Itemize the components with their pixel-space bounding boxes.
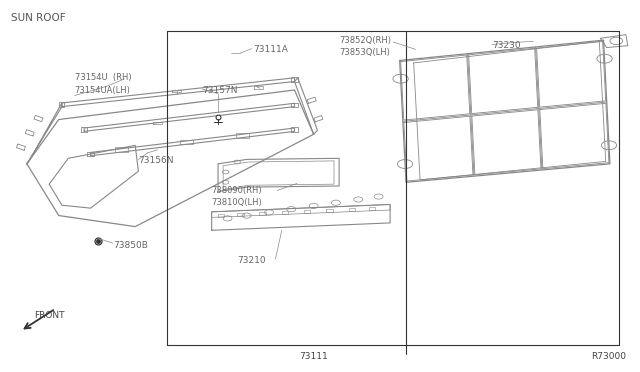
- Text: 73157N: 73157N: [202, 86, 237, 94]
- Text: R73000: R73000: [591, 352, 626, 361]
- Text: 73852Q(RH): 73852Q(RH): [339, 36, 391, 45]
- Text: 73810Q(LH): 73810Q(LH): [212, 198, 262, 207]
- Text: 73853Q(LH): 73853Q(LH): [339, 48, 390, 57]
- Text: 73111: 73111: [300, 352, 328, 361]
- Text: SUN ROOF: SUN ROOF: [11, 13, 65, 23]
- Text: 73210: 73210: [237, 256, 266, 265]
- Text: 738090(RH): 738090(RH): [212, 186, 262, 195]
- Text: 73154UA(LH): 73154UA(LH): [75, 86, 131, 94]
- Text: 73850B: 73850B: [113, 241, 148, 250]
- Text: 73156N: 73156N: [138, 156, 174, 166]
- Text: 73154U  (RH): 73154U (RH): [75, 73, 131, 81]
- Text: FRONT: FRONT: [34, 311, 65, 320]
- Text: 73111A: 73111A: [253, 45, 288, 54]
- Text: 73230: 73230: [492, 41, 521, 50]
